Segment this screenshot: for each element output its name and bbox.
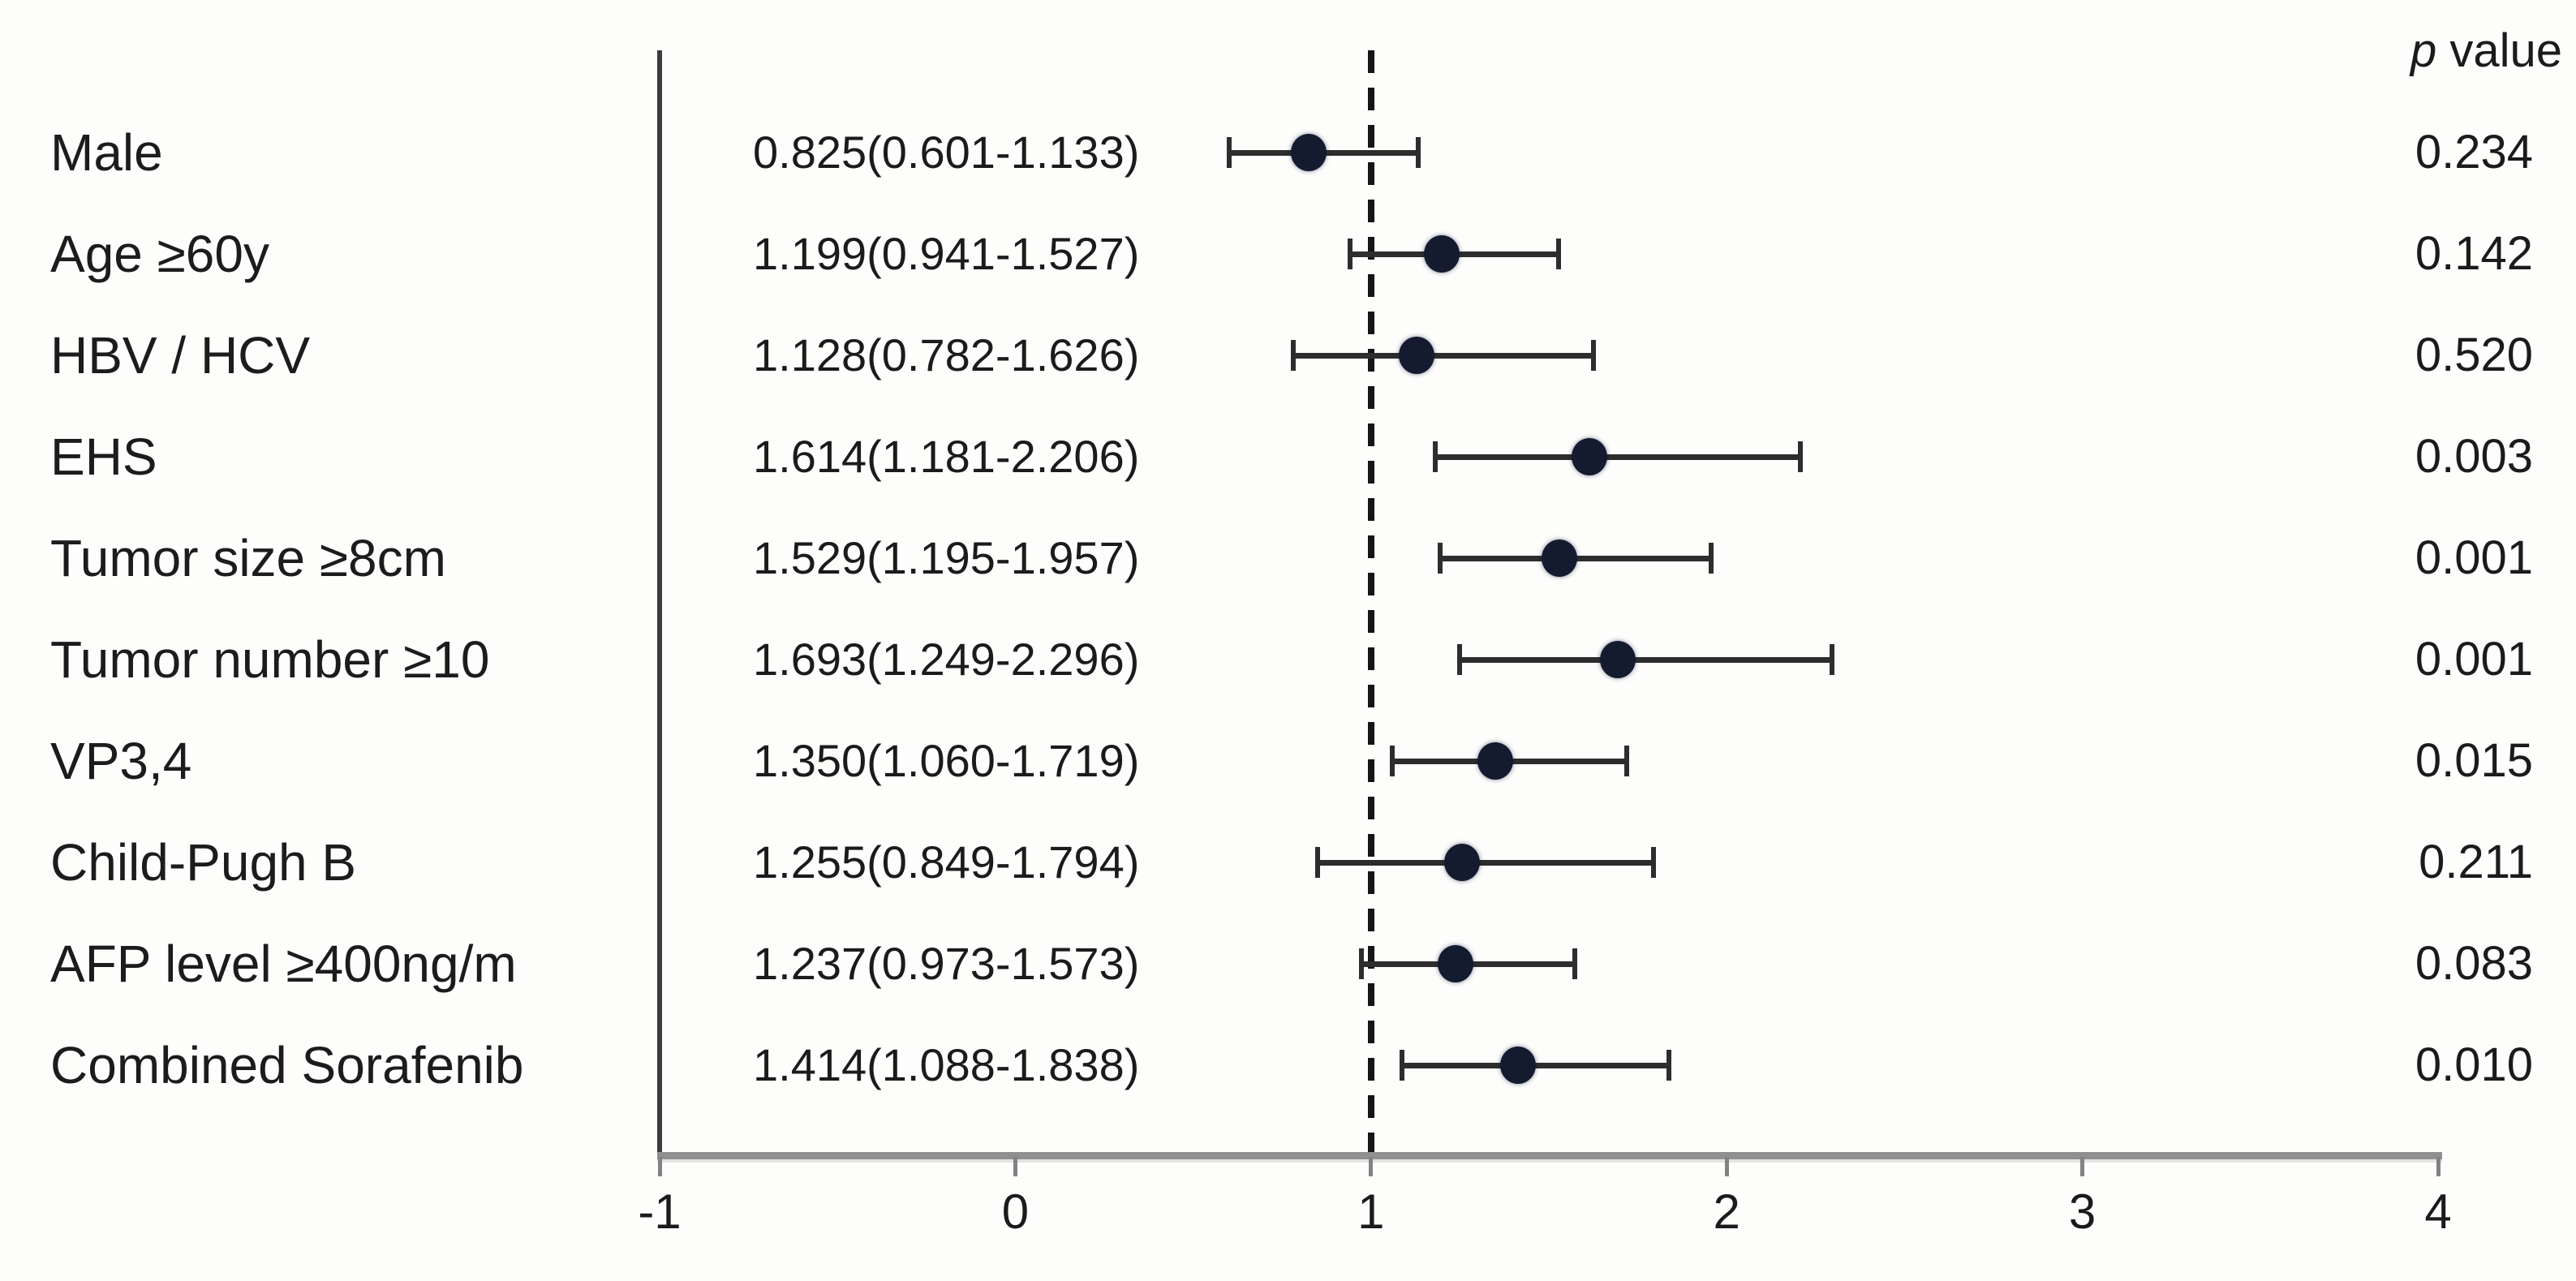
- ci-cap-high: [1416, 137, 1421, 168]
- estimate-ci-label: 1.199(0.941-1.527): [753, 228, 1140, 279]
- p-value: 0.083: [2415, 937, 2533, 990]
- ci-cap-low: [1358, 948, 1364, 979]
- point-estimate-marker: [1477, 742, 1514, 780]
- ci-cap-high: [1666, 1050, 1672, 1081]
- x-axis-tick-label: 2: [1713, 1184, 1740, 1239]
- ci-cap-low: [1390, 746, 1396, 776]
- row-label: Age ≥60y: [50, 225, 269, 283]
- ci-cap-low: [1314, 847, 1320, 878]
- p-value: 0.010: [2415, 1038, 2533, 1091]
- row-label: Tumor number ≥10: [50, 630, 490, 689]
- estimate-ci-label: 1.529(1.195-1.957): [753, 532, 1140, 583]
- point-estimate-marker: [1398, 337, 1434, 374]
- ci-cap-low: [1438, 543, 1443, 574]
- row-label: VP3,4: [50, 732, 192, 790]
- row-label: Child-Pugh B: [50, 833, 357, 892]
- ci-error-bar: [1459, 656, 1832, 663]
- ci-cap-high: [1650, 847, 1656, 878]
- ci-cap-high: [1797, 441, 1803, 472]
- estimate-ci-label: 1.614(1.181-2.206): [753, 431, 1140, 482]
- point-estimate-marker: [1571, 438, 1607, 475]
- x-axis-tick-label: 0: [1001, 1184, 1030, 1239]
- ci-cap-low: [1226, 137, 1232, 168]
- x-axis-tick-label: -1: [638, 1184, 682, 1239]
- ci-cap-low: [1456, 644, 1462, 675]
- estimate-ci-label: 1.693(1.249-2.296): [753, 634, 1140, 685]
- x-axis-tick: [657, 1157, 662, 1176]
- x-axis-tick-label: 4: [2424, 1184, 2452, 1239]
- ci-error-bar: [1317, 859, 1654, 866]
- estimate-ci-label: 1.414(1.088-1.838): [753, 1039, 1140, 1090]
- ci-cap-high: [1591, 340, 1597, 371]
- x-axis-tick: [2080, 1157, 2085, 1176]
- ci-error-bar: [1435, 454, 1800, 460]
- p-value: 0.234: [2415, 126, 2533, 178]
- estimate-ci-label: 0.825(0.601-1.133): [753, 127, 1140, 178]
- row-label: Male: [50, 123, 163, 182]
- point-estimate-marker: [1443, 844, 1480, 881]
- p-value: 0.003: [2415, 430, 2533, 483]
- row-label: EHS: [50, 428, 157, 486]
- point-estimate-marker: [1291, 134, 1327, 171]
- p-value: 0.015: [2415, 734, 2533, 787]
- y-axis-line: [657, 50, 662, 1155]
- row-label: HBV / HCV: [50, 326, 311, 385]
- point-estimate-marker: [1424, 235, 1460, 273]
- p-value: 0.211: [2419, 836, 2533, 888]
- row-label: AFP level ≥400ng/m: [50, 935, 517, 993]
- reference-dashed-line: [1367, 50, 1374, 1152]
- x-axis-tick: [1724, 1157, 1729, 1176]
- x-axis-tick-label: 1: [1357, 1184, 1385, 1239]
- ci-cap-high: [1709, 543, 1714, 574]
- estimate-ci-label: 1.237(0.973-1.573): [753, 938, 1140, 989]
- x-axis-line: [657, 1152, 2442, 1159]
- x-axis-tick: [1369, 1157, 1374, 1176]
- row-label: Combined Sorafenib: [50, 1036, 524, 1094]
- p-value: 0.001: [2415, 531, 2533, 584]
- ci-error-bar: [1293, 352, 1594, 359]
- x-axis-tick-label: 3: [2068, 1184, 2096, 1239]
- row-label: Tumor size ≥8cm: [50, 529, 446, 587]
- point-estimate-marker: [1500, 1047, 1537, 1084]
- x-axis-tick: [2436, 1157, 2441, 1176]
- ci-cap-high: [1572, 948, 1577, 979]
- p-value-column-header: p value: [2410, 23, 2562, 80]
- ci-cap-high: [1555, 239, 1561, 269]
- ci-cap-low: [1347, 239, 1353, 269]
- ci-cap-high: [1624, 746, 1629, 776]
- x-axis-tick: [1013, 1157, 1017, 1176]
- ci-cap-low: [1291, 340, 1297, 371]
- p-header-italic-p: p: [2410, 24, 2437, 77]
- estimate-ci-label: 1.255(0.849-1.794): [753, 836, 1140, 888]
- point-estimate-marker: [1599, 641, 1636, 678]
- p-value: 0.001: [2415, 633, 2533, 686]
- point-estimate-marker: [1437, 945, 1473, 982]
- estimate-ci-label: 1.350(1.060-1.719): [753, 735, 1140, 786]
- point-estimate-marker: [1541, 539, 1577, 577]
- estimate-ci-label: 1.128(0.782-1.626): [753, 329, 1140, 380]
- p-value: 0.142: [2415, 227, 2533, 280]
- ci-cap-low: [1433, 441, 1439, 472]
- ci-cap-low: [1400, 1050, 1405, 1081]
- p-value: 0.520: [2415, 329, 2533, 381]
- p-header-rest: value: [2436, 24, 2562, 77]
- ci-cap-high: [1829, 644, 1834, 675]
